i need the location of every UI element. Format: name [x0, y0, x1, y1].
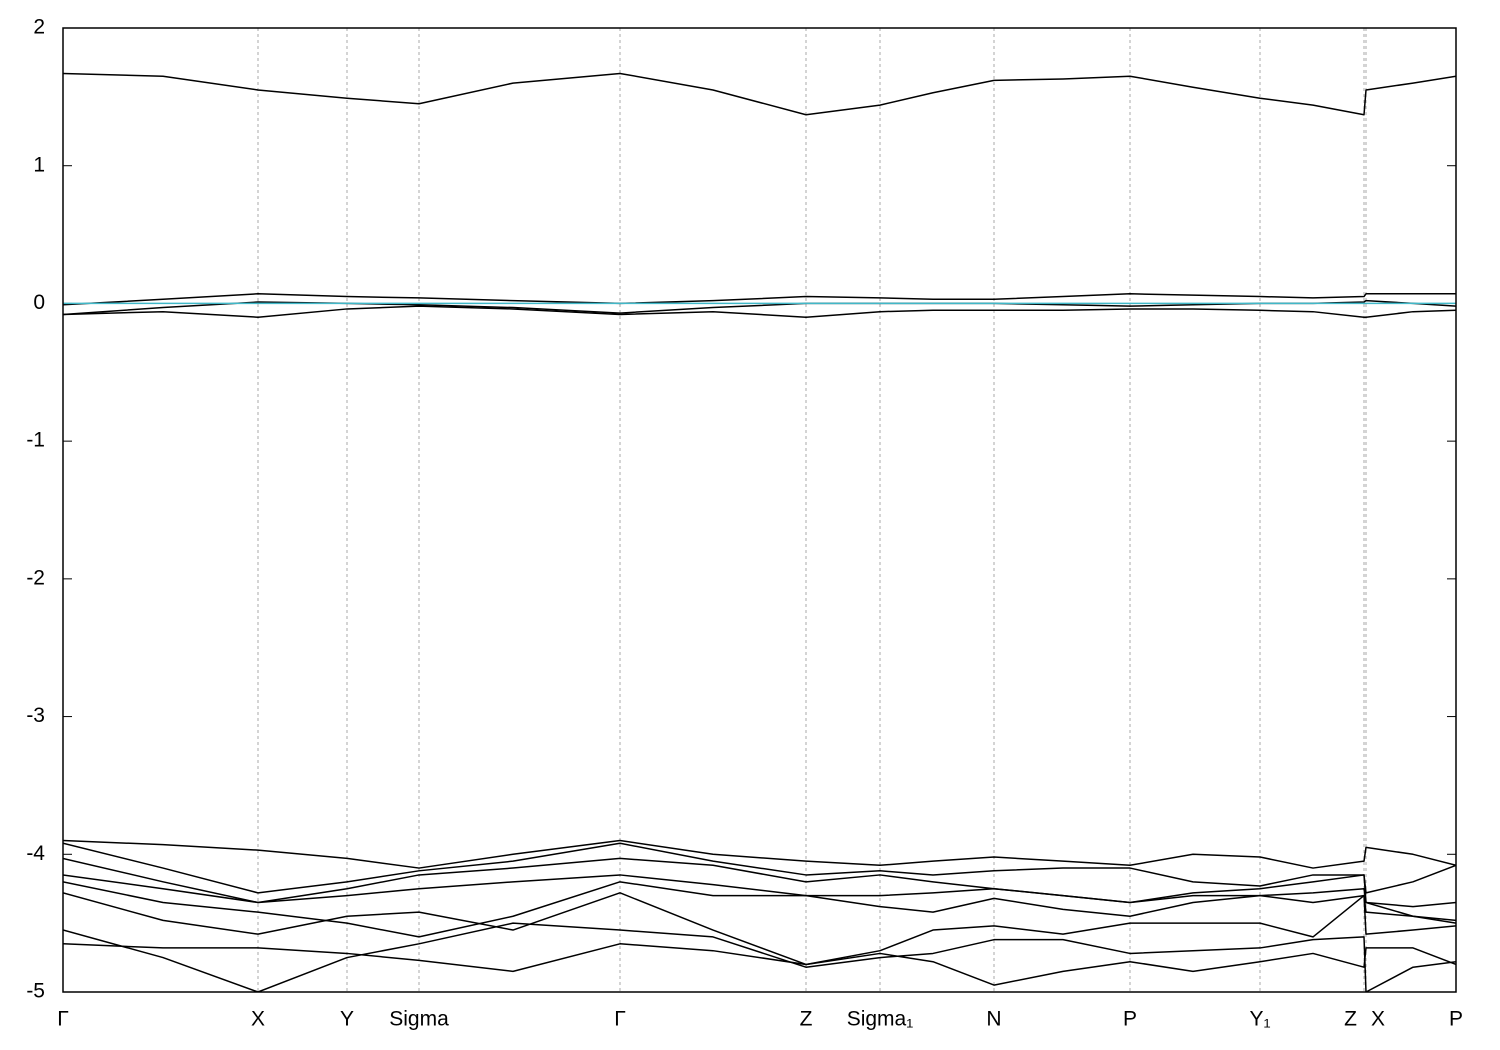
x-tick-label: Sigma: [389, 1008, 449, 1031]
x-tick-label: X: [1371, 1008, 1385, 1031]
plot-frame: [62, 27, 1457, 993]
y-tick-label: -3: [26, 704, 45, 727]
y-tick-label: -2: [26, 566, 45, 589]
y-tick-label: 1: [33, 153, 45, 176]
x-tick-label: Γ: [614, 1008, 626, 1031]
band-line: [63, 72, 1456, 116]
band-line: [63, 293, 1456, 306]
band-line: [63, 892, 1456, 966]
band-line: [63, 857, 1456, 908]
y-tick-label: 2: [33, 16, 45, 39]
x-tick-label: P: [1123, 1008, 1137, 1031]
band-line: [63, 881, 1456, 938]
x-tick-label: P: [1449, 1008, 1463, 1031]
x-tick-label: N: [986, 1008, 1001, 1031]
x-tick-label: Γ: [57, 1008, 69, 1031]
x-tick-label: X: [251, 1008, 265, 1031]
x-tick-label: Z: [1344, 1008, 1357, 1031]
y-tick-label: -4: [26, 842, 45, 865]
y-tick-label: 0: [33, 291, 45, 314]
band-line: [63, 874, 1456, 922]
x-tick-label: Sigma₁: [847, 1008, 914, 1031]
band-line: [63, 839, 1456, 869]
y-tick-label: -5: [26, 980, 45, 1003]
y-tick-label: -1: [26, 429, 45, 452]
band-line: [63, 922, 1456, 992]
x-tick-label: Z: [800, 1008, 813, 1031]
band-line: [63, 842, 1456, 894]
band-line: [63, 943, 1456, 986]
x-tick-label: Y: [340, 1008, 354, 1031]
band-line: [63, 305, 1456, 318]
x-tick-label: Y₁: [1249, 1008, 1270, 1031]
